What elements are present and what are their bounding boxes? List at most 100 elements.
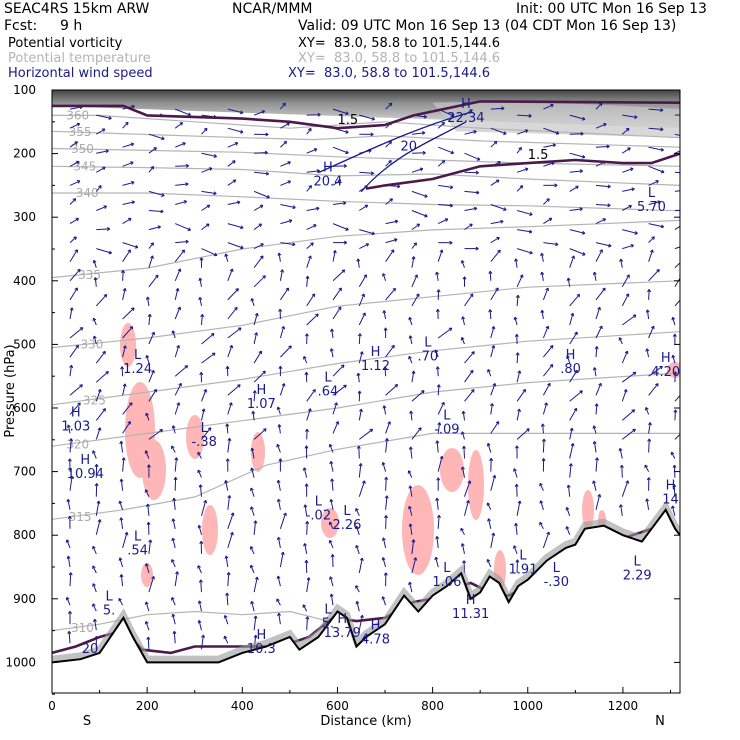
wind-vector-head	[630, 167, 634, 172]
wind-vector	[95, 427, 101, 440]
wind-vector	[306, 276, 309, 287]
wind-vector	[253, 204, 264, 211]
wind-extremum-marker: L	[634, 555, 642, 570]
wind-vector-head	[460, 466, 465, 470]
isentrope-line	[52, 165, 680, 186]
wind-vector	[280, 219, 293, 225]
wind-vector	[280, 242, 296, 246]
wind-vector-head	[660, 127, 664, 132]
wind-vector-head	[120, 366, 125, 370]
wind-vector-head	[671, 316, 676, 321]
x-tick-label: 800	[421, 699, 444, 713]
wind-vector	[148, 210, 164, 213]
wind-vector	[411, 168, 423, 173]
wind-vector-head	[514, 445, 519, 449]
wind-vector	[66, 597, 71, 606]
wind-vector	[595, 204, 611, 206]
wind-vector-head	[287, 161, 291, 165]
wind-vector-head	[568, 463, 573, 467]
wind-vector-head	[260, 255, 264, 259]
wind-vector-head	[313, 148, 318, 152]
wind-vector-head	[571, 255, 575, 259]
wind-vector-head	[103, 205, 107, 209]
wind-vector-head	[371, 116, 375, 121]
wind-vector	[201, 223, 210, 231]
wind-extremum-marker: H	[256, 383, 266, 398]
wind-vector-head	[487, 518, 491, 522]
wind-vector-head	[92, 583, 96, 587]
wind-vector-head	[75, 344, 79, 349]
wind-vector	[280, 161, 291, 167]
wind-vector-head	[384, 476, 389, 480]
wind-vector	[595, 242, 612, 247]
wind-vector	[358, 615, 363, 631]
wind-vector	[461, 337, 465, 345]
wind-vector	[251, 447, 255, 459]
wind-vector	[174, 268, 181, 281]
wind-vector-head	[492, 474, 497, 479]
wind-vector	[569, 208, 583, 211]
wind-vector-head	[76, 180, 81, 184]
wind-vector-head	[122, 345, 127, 349]
wind-vector	[437, 122, 445, 129]
wind-vector-head	[94, 483, 99, 487]
wind-vector	[385, 345, 395, 358]
wind-vector	[96, 166, 106, 173]
wind-vector-head	[315, 313, 319, 318]
wind-vector-head	[355, 585, 359, 589]
wind-vector-head	[419, 167, 424, 172]
wind-vector-head	[305, 275, 310, 280]
wind-vector	[648, 146, 664, 151]
wind-vector	[593, 441, 597, 453]
wind-vector	[278, 252, 281, 262]
wind-vector-head	[439, 249, 444, 253]
wind-vector-head	[102, 166, 106, 171]
wind-vector-head	[145, 355, 150, 359]
wind-vector	[93, 335, 97, 345]
wind-vector-head	[618, 337, 623, 341]
wind-vector-head	[153, 147, 157, 151]
wind-vector	[461, 543, 465, 555]
wind-vector-head	[522, 388, 526, 393]
wind-vector	[674, 409, 676, 421]
wind-vector	[69, 123, 80, 129]
wind-vector	[438, 204, 453, 207]
wind-vector-head	[411, 256, 416, 260]
negative-pv-region	[142, 440, 166, 500]
wind-vector-head	[343, 240, 348, 245]
wind-extremum-value: 1.24	[123, 362, 152, 377]
wind-vector	[198, 600, 202, 612]
wind-vector	[253, 223, 262, 231]
wind-vector	[515, 258, 518, 268]
wind-vector-head	[185, 182, 189, 187]
wind-vector	[254, 171, 269, 175]
wind-vector	[174, 402, 180, 415]
wind-vector-head	[342, 201, 347, 206]
wind-vector	[358, 480, 366, 497]
wind-vector	[306, 616, 308, 631]
wind-vector-head	[581, 116, 586, 121]
wind-extremum-marker: L	[315, 494, 323, 509]
wind-vector	[595, 325, 603, 339]
wind-vector	[490, 127, 507, 135]
wind-vector-head	[645, 348, 650, 352]
wind-vector	[464, 480, 471, 497]
y-tick-label: 700	[13, 465, 36, 479]
wind-vector-head	[598, 382, 602, 387]
wind-vector-head	[97, 427, 102, 431]
wind-vector-head	[101, 128, 106, 132]
wind-vector	[648, 165, 665, 173]
wind-vector-head	[130, 161, 134, 166]
wind-vector-head	[651, 325, 655, 330]
wind-extremum-value: .70	[418, 349, 439, 364]
wind-vector	[95, 351, 106, 364]
wind-vector-head	[549, 364, 554, 368]
wind-vector	[69, 438, 72, 453]
wind-vector	[569, 331, 578, 345]
wind-vector-head	[303, 543, 307, 547]
wind-vector-head	[254, 312, 259, 317]
wind-vector	[146, 355, 150, 364]
wind-vector-head	[460, 337, 465, 341]
wind-vector	[306, 148, 318, 154]
wind-vector-head	[205, 223, 210, 227]
